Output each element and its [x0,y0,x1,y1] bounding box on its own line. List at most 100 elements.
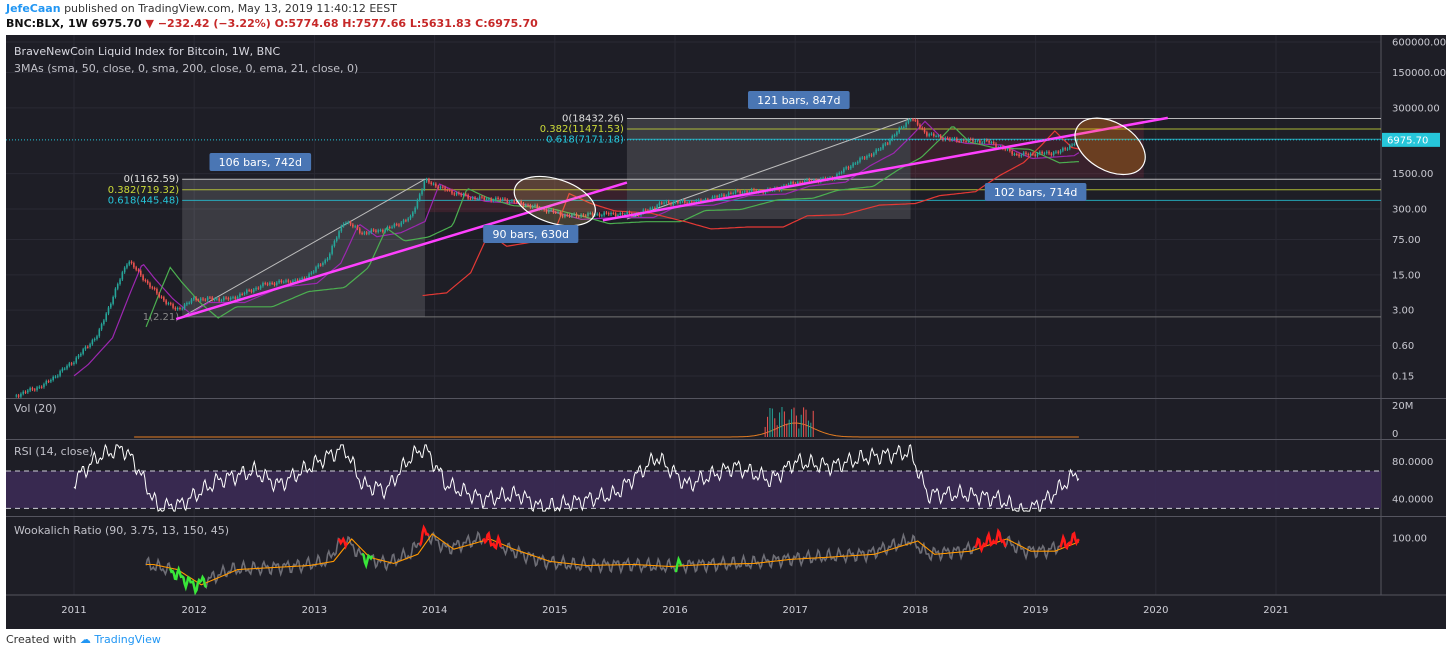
candle-body [799,182,801,184]
candle-body [356,226,359,229]
wookalich-green-segment [169,565,208,596]
candle-body [229,297,232,300]
candle-body [89,344,91,348]
candle-body [481,196,483,198]
author-name[interactable]: JefeCaan [6,2,61,15]
candle-body [944,137,947,140]
candle-body [494,197,497,201]
candle-body [508,201,511,203]
candle-body [663,202,665,204]
candle-body [326,258,329,261]
candle-body [1064,148,1066,150]
time-axis-tick: 2017 [782,605,807,616]
candle-body [983,139,986,143]
candle-body [432,183,435,185]
fib-label: 1(2.21) [143,312,180,323]
candle-body [61,368,64,372]
candle-body [418,194,421,200]
candle-body [930,133,933,135]
candle-body [255,287,257,290]
candle-body [317,264,320,268]
candle-body [836,174,838,179]
candle-body [391,226,393,228]
candle-body [465,194,467,196]
candle-body [458,192,460,194]
candle-body [866,156,868,159]
candle-body [713,196,716,198]
candle-body [349,222,352,225]
candle-body [218,298,220,301]
candle-body [206,297,209,301]
candle-body [672,202,675,205]
candle-body [543,208,545,211]
candle-body [688,201,691,204]
candle-body [146,280,149,284]
candle-body [259,286,262,289]
candle-body [398,224,400,226]
candle-body [121,272,124,280]
candle-body [1032,153,1034,155]
candle-body [877,149,880,151]
candle-body [375,230,377,232]
candle-body [15,395,18,397]
price-axis-tick: 300.00 [1392,205,1427,216]
candle-body [377,230,380,232]
last-price-label: 6975.70 [1387,135,1428,146]
candle-body [421,189,423,195]
candle-body [1066,148,1069,150]
trendline-1 [175,181,628,321]
price-axis-tick: 1500.00 [1392,169,1433,180]
candle-body [478,196,481,199]
price-change: −232.42 (−3.22%) [157,17,271,30]
candle-body [584,215,587,217]
candle-body [368,232,370,234]
candle-body [568,215,571,217]
last-price-tag [1382,132,1440,147]
chart-container[interactable]: 0(1162.59) 0.382(719.32) 0.618(445.48) 1(2.… [6,35,1446,629]
candle-body [485,198,488,200]
candle-body [1029,153,1032,156]
candle-body [105,313,108,321]
candle-body [467,194,469,199]
candle-body [38,386,41,388]
candle-body [995,143,997,148]
wookalich-green-segment [674,555,683,573]
candle-body [107,307,110,314]
candle-body [621,212,624,215]
candle-body [711,196,714,201]
candle-body [225,297,227,299]
publish-info: JefeCaan published on TradingView.com, M… [6,2,397,15]
candle-body [453,193,456,195]
candle-body [77,355,80,358]
range-diagonal [181,178,426,318]
candle-body [1015,153,1018,155]
candle-body [209,297,211,299]
candle-body [976,140,979,142]
candle-body [716,196,718,198]
candle-body [962,139,965,142]
candle-body [974,141,977,143]
candle-body [428,179,430,183]
candle-body [626,212,628,215]
candle-body [559,212,562,216]
candle-body [165,300,167,304]
candle-body [234,297,237,299]
chart-background [6,35,1446,629]
bars-annotation-box [984,183,1087,201]
wookalich-red-segment [337,536,349,550]
ohlc-values: O:5774.68 H:7577.66 L:5631.83 C:6975.70 [274,17,538,30]
chart-svg[interactable]: 0(1162.59)0.382(719.32)0.618(445.48) 1(2.… [6,35,1446,629]
candle-body [847,167,850,169]
candle-body [250,290,253,292]
candle-body [82,349,84,354]
candle-body [896,132,898,136]
candle-body [340,226,343,232]
candle-body [690,201,693,203]
candle-body [1043,153,1046,155]
wookalich-red-segment [482,530,502,551]
candle-body [384,229,386,232]
rsi-axis-tick: 80.0000 [1392,457,1433,468]
candle-body [414,207,416,213]
candle-body [93,338,96,341]
tradingview-brand[interactable]: TradingView [94,633,161,646]
